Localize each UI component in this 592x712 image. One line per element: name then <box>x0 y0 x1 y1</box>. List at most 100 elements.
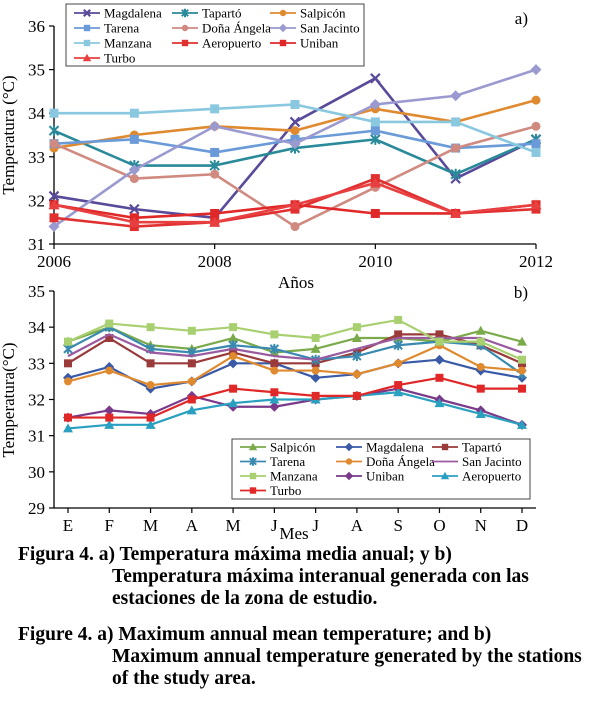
chart-b-legend-label-salpicon: Salpicón <box>270 440 316 455</box>
chart-a-point-magdalena <box>48 190 60 202</box>
chart-a-point-turbo <box>48 199 60 210</box>
chart-a-point-san-jacinto <box>450 90 462 102</box>
chart-a-point-turbo <box>128 216 140 227</box>
chart-b-point-aeropuerto <box>186 405 197 415</box>
chart-b-legend-label-magdalena: Magdalena <box>366 440 424 455</box>
chart-a-legend-marker-manzana <box>83 39 91 47</box>
chart-a-point-manzana <box>370 117 380 127</box>
chart-b-legend <box>231 438 531 500</box>
chart-b-x-tick-label: M <box>226 516 241 535</box>
chart-b-point-uniban <box>269 401 280 412</box>
chart-b-point-turbo <box>187 395 196 404</box>
chart-a-legend-label-uniban: Uniban <box>300 36 339 51</box>
chart-b-point-taparto <box>435 330 444 339</box>
chart-a-point-salpicon <box>531 95 541 105</box>
chart-b-point-manzana <box>187 326 196 335</box>
chart-a-point-manzana <box>531 147 541 157</box>
chart-b-x-tick-label: D <box>516 516 528 535</box>
caption-english: Figure 4. a) Maximum annual mean tempera… <box>18 624 586 690</box>
chart-a-x-tick-label: 2012 <box>519 252 553 271</box>
chart-b-legend-marker-dona-angela <box>345 458 353 465</box>
chart-a-point-turbo <box>450 207 462 218</box>
chart-b-x-tick-label: S <box>393 516 402 535</box>
chart-b-x-tick-label: E <box>63 516 73 535</box>
chart-b-point-salpicon <box>475 325 486 335</box>
chart-a-point-magdalena <box>129 203 140 215</box>
chart-b-point-dona-angela <box>64 377 72 386</box>
chart-b-series-aeropuerto <box>63 387 527 433</box>
chart-b-point-manzana <box>105 319 114 328</box>
chart-b-point-turbo <box>229 384 238 393</box>
chart-a-x-axis-title: Años <box>278 273 314 292</box>
chart-b-point-turbo <box>64 413 72 422</box>
chart-b-point-dona-angela <box>352 370 361 379</box>
chart-a-legend-marker-aeropuerto <box>181 39 189 47</box>
chart-a-point-taparto <box>209 160 220 172</box>
chart-a-legend-marker-salpicon <box>279 9 287 17</box>
chart-a-point-salpicon <box>290 126 300 136</box>
chart-a-legend-label-taparto: Tapartó <box>202 6 242 21</box>
chart-a-point-tarena <box>129 134 139 144</box>
chart-a-point-tarena <box>210 147 220 157</box>
chart-b-point-manzana <box>394 315 403 324</box>
chart-b-series-san-jacinto <box>67 333 523 361</box>
chart-b-panel-label: b) <box>514 283 528 302</box>
chart-b-series-line-san-jacinto <box>67 333 523 361</box>
chart-b-legend-label-manzana: Manzana <box>270 469 318 484</box>
chart-a-legend-label-dona-angela: Doña Ángela <box>202 21 271 36</box>
chart-b-y-tick-label: 34 <box>28 318 46 337</box>
chart-a-legend-marker-tarena <box>83 24 91 32</box>
chart-b-point-taparto <box>270 359 279 368</box>
caption-spanish: Figura 4. a) Temperatura máxima media an… <box>18 544 586 610</box>
chart-b-point-aeropuerto <box>228 398 239 408</box>
chart-b-x-tick-label: J <box>312 516 319 535</box>
chart-a-point-magdalena <box>289 116 301 128</box>
chart-b-point-manzana <box>311 334 320 343</box>
chart-b-legend-marker-manzana <box>249 472 257 480</box>
chart-b-point-uniban <box>104 405 115 416</box>
chart-a-legend-marker-dona-angela <box>181 24 189 32</box>
chart-b-x-tick-label: J <box>271 516 278 535</box>
chart-b-series-line-turbo <box>68 376 522 419</box>
chart-a-point-dona-angela <box>49 139 59 149</box>
chart-b-point-turbo <box>105 413 114 422</box>
chart-b-series-line-taparto <box>67 333 523 365</box>
chart-a-point-magdalena <box>370 73 381 84</box>
caption-spanish-rest: Temperatura máxima interanual generada c… <box>112 566 529 609</box>
chart-b-point-manzana <box>229 323 238 332</box>
chart-b-x-tick-label: M <box>143 516 158 535</box>
chart-a-annual-max-temperature: 31 32 33 34 35 36 2006 2008 2010 2012 Años Temperat… <box>0 3 553 292</box>
chart-b-point-aeropuerto <box>475 408 486 418</box>
chart-a-point-manzana <box>451 117 461 127</box>
chart-a-point-dona-angela <box>531 121 541 131</box>
chart-b-point-dona-angela <box>311 366 320 375</box>
chart-b-point-tarena <box>352 351 362 362</box>
chart-b-point-tarena <box>269 343 280 354</box>
chart-b-point-dona-angela <box>518 366 526 375</box>
chart-b-point-turbo <box>311 391 320 400</box>
chart-a-point-san-jacinto <box>530 64 542 76</box>
chart-a-y-axis-title: Temperatura (°C) <box>0 75 18 194</box>
chart-a-point-manzana <box>290 99 300 109</box>
chart-b-point-turbo <box>435 373 444 382</box>
chart-a-legend-marker-uniban <box>279 39 287 47</box>
chart-a-panel-label: a) <box>515 9 528 28</box>
chart-b-point-taparto <box>394 330 403 339</box>
chart-b-point-manzana <box>270 330 279 339</box>
chart-b-series-manzana <box>64 315 526 364</box>
chart-b-point-aeropuerto <box>145 419 156 429</box>
chart-b-x-tick-label: F <box>105 516 114 535</box>
chart-b-series-line-salpicon <box>67 326 523 354</box>
chart-a-point-turbo <box>530 199 542 210</box>
chart-a-y-tick-label: 31 <box>28 235 45 254</box>
chart-a-point-uniban <box>210 208 220 218</box>
chart-a-point-turbo <box>369 177 381 188</box>
chart-b-point-taparto <box>105 334 114 343</box>
chart-a-series-turbo <box>48 177 542 227</box>
chart-b-legend-marker-aeropuerto <box>440 471 450 480</box>
chart-a-legend-marker-magdalena <box>83 9 91 17</box>
chart-b-series-turbo <box>64 373 526 422</box>
chart-a-legend-marker-san-jacinto <box>278 23 288 33</box>
caption-english-lead: Figure 4. a) Maximum annual mean tempera… <box>18 624 492 645</box>
chart-b-point-turbo <box>270 388 279 397</box>
